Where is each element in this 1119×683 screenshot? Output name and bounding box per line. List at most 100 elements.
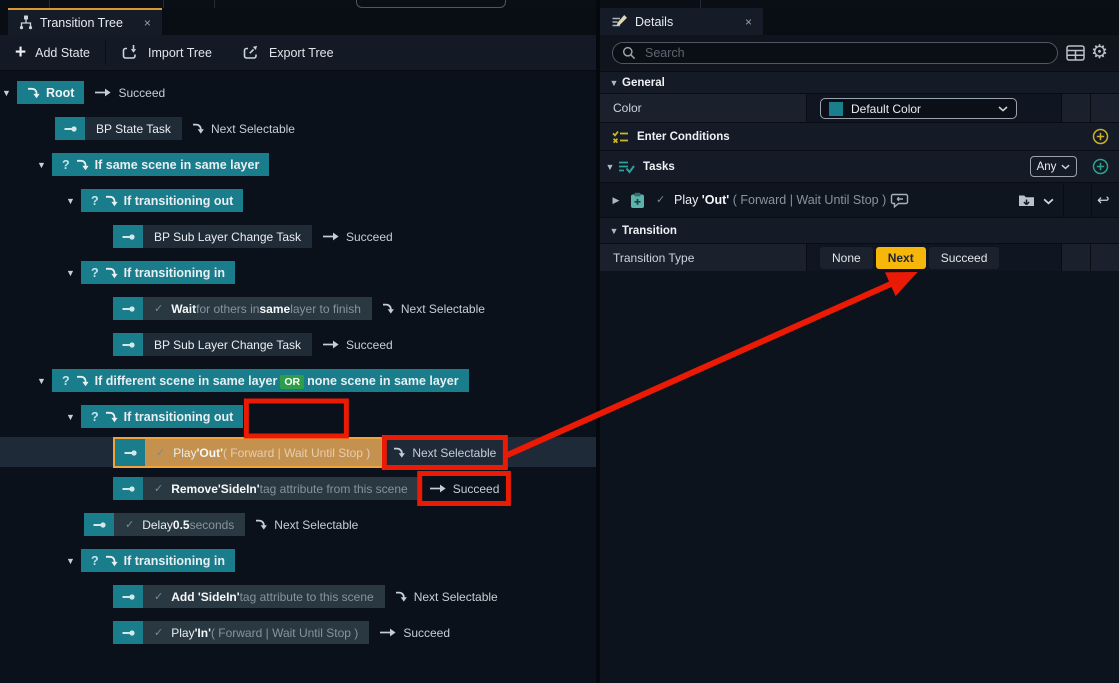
state-group-node[interactable]: ? If transitioning in: [81, 549, 236, 572]
collapse-arrow-icon[interactable]: ▼: [37, 159, 46, 170]
transition-succeed[interactable]: Succeed: [94, 86, 165, 100]
transition-next[interactable]: Next Selectable: [192, 122, 295, 136]
task-node[interactable]: ✓ Remove'SideIn' tag attribute from this …: [113, 477, 419, 500]
transition-next[interactable]: Next Selectable: [395, 590, 498, 604]
state-group-node[interactable]: ? If different scene in same layer OR none …: [52, 369, 469, 392]
tasks-mode-dropdown[interactable]: Any: [1030, 156, 1077, 177]
label-segment: same: [259, 301, 291, 316]
task-node[interactable]: ✓ Wait for others in same layer to finish: [113, 297, 372, 320]
enter-state-curve-icon: [27, 87, 40, 99]
condition-question-mark: ?: [62, 373, 70, 388]
reset-to-default-icon[interactable]: ↩: [1097, 192, 1110, 209]
label-segment: BP State Task: [96, 121, 171, 136]
transition-succeed[interactable]: Succeed: [322, 338, 393, 352]
transition-type-value-cell: None Next Succeed: [806, 244, 1061, 271]
transition-type-succeed-button[interactable]: Succeed: [928, 247, 1000, 269]
color-row: Color Default Color: [600, 93, 1119, 122]
label-segment: If different scene in same layer: [94, 373, 278, 388]
state-group-node[interactable]: ? If transitioning in: [81, 261, 236, 284]
transition-succeed[interactable]: Succeed: [429, 481, 500, 496]
task-node[interactable]: BP Sub Layer Change Task: [113, 225, 312, 248]
task-label: ✓ Wait for others in same layer to finish: [143, 297, 372, 320]
task-node[interactable]: ✓ Play 'Out' ( Forward | Wait Until Stop …: [113, 437, 384, 468]
transition-type-row: Transition Type None Next Succeed: [600, 243, 1119, 271]
transition-next[interactable]: Next Selectable: [255, 518, 358, 532]
collapse-arrow-icon[interactable]: ▼: [609, 77, 619, 88]
settings-gear-icon[interactable]: ⚙: [1091, 42, 1109, 63]
add-state-button[interactable]: + Add State: [15, 41, 91, 63]
state-enter-icon: [121, 340, 136, 350]
check-icon: ✓: [154, 591, 164, 603]
state-title: If transitioning in: [124, 266, 225, 280]
transition-succeed[interactable]: Succeed: [379, 626, 450, 640]
section-general[interactable]: ▼ General: [600, 71, 1119, 93]
tab-details[interactable]: Details ×: [600, 8, 763, 35]
label-segment: 'In': [194, 625, 211, 640]
check-icon: ✓: [154, 483, 164, 495]
transition-succeed[interactable]: Succeed: [322, 230, 393, 244]
task-node[interactable]: ✓ Delay 0.5 seconds: [84, 513, 246, 536]
task-node[interactable]: ✓ Add 'SideIn' tag attribute to this scen…: [113, 585, 385, 608]
label-segment: tag attribute from this scene: [259, 481, 408, 496]
collapse-arrow-icon[interactable]: ▼: [37, 375, 46, 386]
collapse-arrow-icon[interactable]: ▼: [2, 87, 11, 98]
property-matrix-icon[interactable]: [1066, 45, 1085, 61]
state-title: If transitioning out: [124, 410, 234, 424]
expand-arrow-icon[interactable]: ▶: [612, 195, 620, 205]
transition-label: Succeed: [452, 481, 500, 496]
state-group-node[interactable]: ? If transitioning out: [81, 405, 244, 428]
state-group-node[interactable]: ? If same scene in same layer: [52, 153, 270, 176]
collapse-arrow-icon[interactable]: ▼: [66, 411, 75, 422]
empty-cell: [1061, 244, 1090, 271]
label-segment: Add 'SideIn': [171, 589, 240, 604]
browse-asset-icon[interactable]: [1018, 193, 1035, 207]
or-badge: OR: [280, 374, 305, 389]
task-enter-block: [113, 621, 143, 644]
transition-type-next-button[interactable]: Next: [875, 247, 926, 269]
collapse-arrow-icon[interactable]: ▼: [605, 161, 615, 172]
search-input[interactable]: [643, 45, 1048, 61]
collapse-arrow-icon[interactable]: ▼: [66, 555, 75, 566]
transition-next[interactable]: Next Selectable: [393, 446, 496, 460]
details-search-row: ⚙: [600, 35, 1119, 71]
state-root-node[interactable]: Root: [17, 81, 85, 104]
enter-state-curve-icon: [105, 267, 118, 279]
collapse-arrow-icon[interactable]: ▼: [609, 225, 619, 236]
task-label: ✓ Play 'In' ( Forward | Wait Until Stop ): [143, 621, 370, 644]
section-transition[interactable]: ▼ Transition: [600, 217, 1119, 243]
chevron-down-icon[interactable]: [1043, 198, 1054, 205]
tab-transition-tree[interactable]: Transition Tree ×: [8, 8, 162, 35]
section-tasks[interactable]: ▼ Tasks Any: [600, 150, 1119, 182]
import-tree-button[interactable]: Import Tree: [106, 35, 227, 70]
tree-row: ▼ ? If same scene in same layer: [0, 153, 596, 176]
search-box[interactable]: [612, 42, 1058, 64]
task-entry-row[interactable]: ▶ ✓ Play 'Out' ( Forward | Wait Until St…: [600, 182, 1119, 217]
add-condition-button[interactable]: [1092, 128, 1109, 145]
add-task-button[interactable]: [1092, 158, 1109, 175]
condition-question-mark: ?: [91, 409, 99, 424]
transition-next[interactable]: Next Selectable: [382, 302, 485, 316]
transition-type-buttons: None Next Succeed: [820, 247, 1000, 269]
label-segment: BP Sub Layer Change Task: [154, 337, 301, 352]
enter-conditions-icon: [612, 130, 629, 144]
tasks-icon: [618, 160, 635, 174]
color-dropdown[interactable]: Default Color: [820, 98, 1017, 119]
section-enter-conditions[interactable]: Enter Conditions: [600, 122, 1119, 150]
transition-label: Succeed: [346, 229, 393, 244]
export-tree-button[interactable]: Export Tree: [227, 35, 349, 70]
collapse-arrow-icon[interactable]: ▼: [66, 195, 75, 206]
label-segment: tag attribute to this scene: [239, 589, 374, 604]
state-group-node[interactable]: ? If transitioning out: [81, 189, 244, 212]
transition-type-none-button[interactable]: None: [820, 247, 873, 269]
next-arrow-icon: [382, 302, 395, 315]
task-enter-block: [115, 439, 145, 466]
state-enter-icon: [121, 304, 136, 314]
close-icon[interactable]: ×: [744, 14, 752, 29]
task-node[interactable]: ✓ Play 'In' ( Forward | Wait Until Stop ): [113, 621, 370, 644]
tree-row: ▼? If different scene in same layer OR none…: [0, 369, 596, 392]
collapse-arrow-icon[interactable]: ▼: [66, 267, 75, 278]
task-node[interactable]: BP Sub Layer Change Task: [113, 333, 312, 356]
close-icon[interactable]: ×: [143, 15, 151, 30]
state-title: If different scene in same layer OR none s…: [94, 373, 459, 389]
task-node[interactable]: BP State Task: [55, 117, 182, 140]
